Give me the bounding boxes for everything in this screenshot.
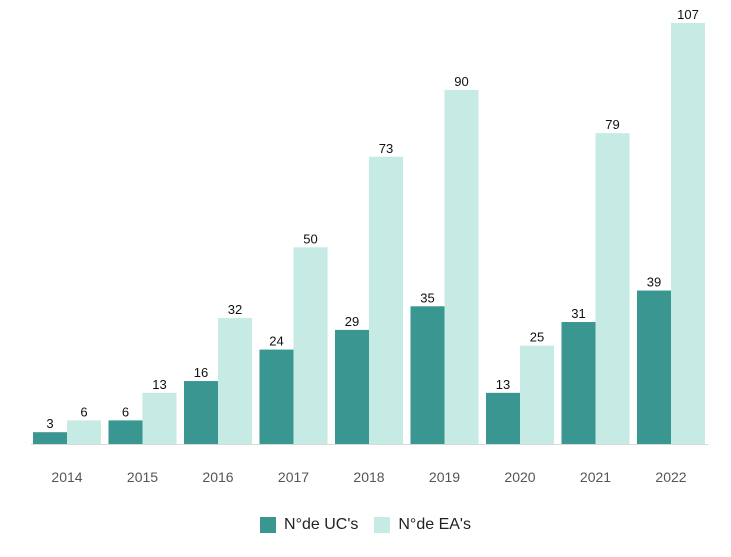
- legend-label-ea: N°de EA's: [398, 516, 471, 533]
- legend-swatch-ea: [374, 517, 391, 533]
- legend-item-uc: N°de UC's: [260, 516, 358, 534]
- bar-2022-series-0: [637, 290, 671, 444]
- data-label-2016-series-0: 16: [194, 365, 208, 380]
- x-axis-ticks: 2014 2015 2016 2017 2018 2019 2020 2021 2022: [51, 469, 686, 485]
- data-label-2019-series-1: 90: [454, 74, 468, 89]
- bar-2020-series-0: [486, 392, 520, 444]
- bar-2015-series-1: [142, 392, 177, 444]
- data-label-2017-series-1: 50: [303, 231, 317, 246]
- data-label-2021-series-0: 31: [571, 306, 585, 321]
- data-label-2016-series-1: 32: [228, 302, 242, 317]
- data-label-2014-series-1: 6: [80, 404, 87, 419]
- data-label-2022-series-1: 107: [677, 7, 699, 22]
- bar-2019-series-0: [410, 306, 445, 444]
- data-label-2015-series-1: 13: [152, 377, 166, 392]
- data-label-2019-series-0: 35: [420, 290, 434, 305]
- x-tick-label-2022: 2022: [655, 469, 686, 485]
- data-label-2015-series-0: 6: [122, 404, 129, 419]
- data-label-2020-series-1: 25: [530, 330, 544, 345]
- data-label-2022-series-0: 39: [647, 275, 661, 290]
- x-tick-label-2016: 2016: [202, 469, 233, 485]
- x-tick-label-2021: 2021: [580, 469, 611, 485]
- x-tick-label-2019: 2019: [429, 469, 460, 485]
- legend: N°de UC's N°de EA's: [0, 516, 731, 534]
- x-tick-label-2020: 2020: [504, 469, 535, 485]
- bar-2022-series-1: [671, 23, 705, 444]
- data-label-2020-series-0: 13: [496, 377, 510, 392]
- legend-swatch-uc: [260, 517, 277, 533]
- data-labels-group: 3 6 6 13 16 32 24 50 29 73 35 90 13 25 31 79 39 107: [46, 7, 698, 431]
- data-label-2021-series-1: 79: [605, 117, 619, 132]
- bar-2021-series-0: [561, 322, 596, 444]
- bars-group: [33, 23, 705, 445]
- bar-2021-series-1: [595, 133, 630, 445]
- x-tick-label-2014: 2014: [51, 469, 82, 485]
- bar-2014-series-1: [67, 420, 101, 444]
- bar-2016-series-1: [218, 318, 252, 444]
- bar-2015-series-0: [108, 420, 143, 444]
- data-label-2014-series-0: 3: [46, 416, 53, 431]
- bar-2017-series-0: [259, 349, 294, 444]
- data-label-2018-series-1: 73: [379, 141, 393, 156]
- x-tick-label-2018: 2018: [353, 469, 384, 485]
- bar-2019-series-1: [444, 89, 479, 444]
- data-label-2018-series-0: 29: [345, 314, 359, 329]
- bar-2017-series-1: [293, 247, 328, 444]
- legend-item-ea: N°de EA's: [374, 516, 471, 534]
- bar-2018-series-0: [335, 329, 369, 444]
- bar-2016-series-0: [184, 381, 218, 444]
- bar-2014-series-0: [33, 432, 67, 444]
- legend-label-uc: N°de UC's: [284, 516, 359, 533]
- x-tick-label-2017: 2017: [278, 469, 309, 485]
- bar-2020-series-1: [520, 345, 554, 444]
- data-label-2017-series-0: 24: [269, 334, 283, 349]
- x-tick-label-2015: 2015: [127, 469, 158, 485]
- bar-2018-series-1: [369, 156, 403, 444]
